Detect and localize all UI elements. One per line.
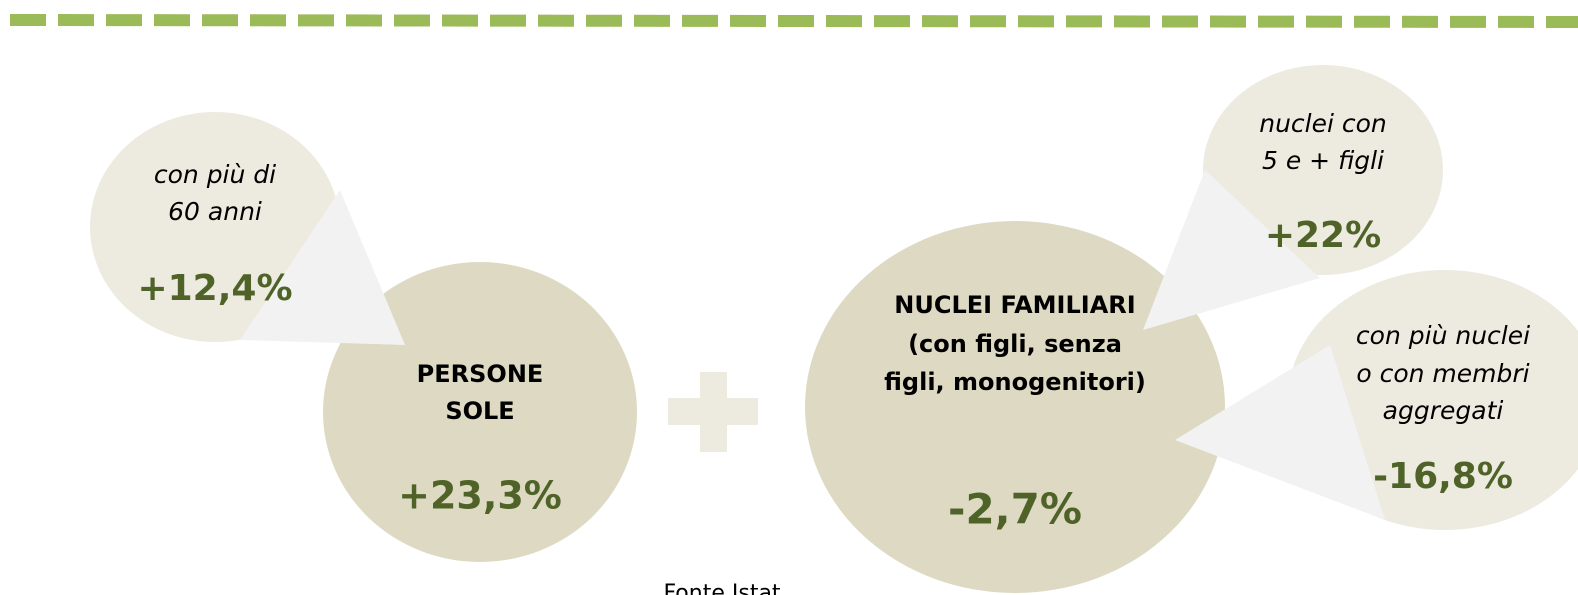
circle-text: figli, monogenitori) <box>884 368 1146 396</box>
bubble-value: -16,8% <box>1373 456 1513 497</box>
footer: Fonte Istat <box>663 581 780 595</box>
circle-value: -2,7% <box>948 485 1082 534</box>
callout-pointer <box>240 190 405 345</box>
bubble-text: 60 anni <box>168 197 262 226</box>
bubble-text: 5 e + figli <box>1262 146 1384 175</box>
bubble-value: +12,4% <box>137 268 292 309</box>
circle-text: NUCLEI FAMILIARI <box>894 291 1135 319</box>
circle-text: SOLE <box>445 397 514 425</box>
circle <box>805 221 1225 593</box>
circle-text: (con figli, senza <box>908 330 1122 358</box>
callout-pointer <box>1175 345 1385 520</box>
dashed-border <box>9 14 1578 28</box>
circle-value: +23,3% <box>398 474 562 518</box>
bubble-text: aggregati <box>1383 396 1504 425</box>
plus-sign <box>668 372 758 452</box>
bubble-text: o con membri <box>1356 359 1529 388</box>
circle-text: PERSONE <box>417 360 544 388</box>
bubble-text: nuclei con <box>1259 109 1387 138</box>
callout-pointer <box>1143 170 1320 330</box>
bubble-value: +22% <box>1265 215 1381 256</box>
bubble <box>1203 65 1443 275</box>
bubble-text: con più di <box>154 160 276 189</box>
bubble-text: con più nuclei <box>1356 321 1530 350</box>
